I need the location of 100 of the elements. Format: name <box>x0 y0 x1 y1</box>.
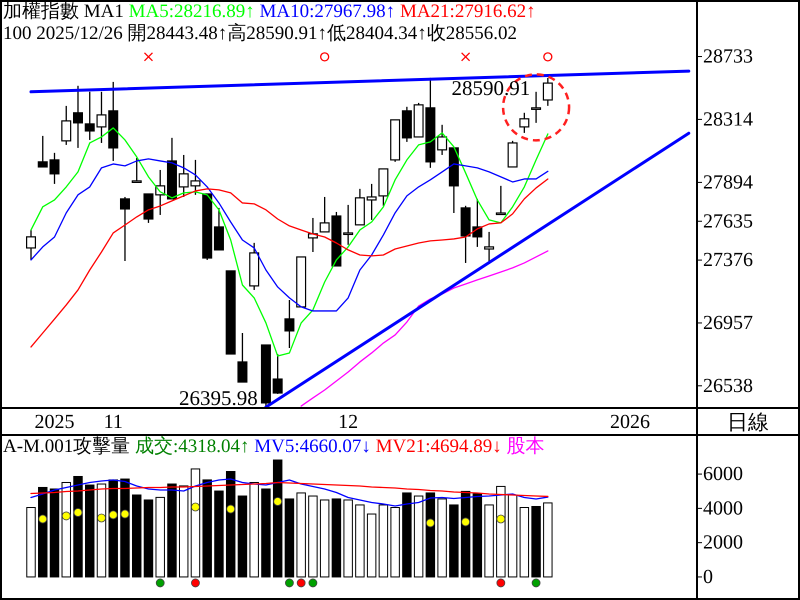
point <box>296 578 306 588</box>
chart-title: A-M.001攻擊量 <box>3 436 135 457</box>
bar <box>378 504 388 578</box>
bar <box>402 492 412 578</box>
bar <box>108 479 118 578</box>
text: 100 2025/12/26 開28443.48↑高28590.91↑低28404.34↑收28556.02 <box>3 22 518 44</box>
text: MA5:28216.89↑ <box>128 1 260 22</box>
line-series <box>300 250 548 407</box>
candlestick <box>496 185 506 216</box>
candlestick <box>320 196 330 233</box>
line-series <box>30 158 548 312</box>
text: 日線 <box>727 410 769 434</box>
bar <box>272 460 282 578</box>
bar <box>484 504 494 578</box>
point <box>426 518 435 528</box>
bar <box>390 507 400 578</box>
x-tick-label: 12 <box>338 411 358 433</box>
candlestick <box>284 299 294 349</box>
annotation: 成交:4318.04↑ <box>134 435 254 457</box>
y-tick-label: 6000 <box>703 463 743 486</box>
y-tick-label: 28314 <box>703 108 753 130</box>
line-series <box>30 478 548 507</box>
bar <box>144 499 154 578</box>
bar <box>226 471 236 578</box>
candlestick <box>132 157 142 184</box>
bar <box>496 486 506 578</box>
series-label: MV5:4660.07↓ <box>254 436 376 457</box>
line-series <box>30 482 548 498</box>
x-tick-label: 2026 <box>610 411 650 433</box>
bar <box>520 507 530 578</box>
y-tick-label: 27894 <box>703 171 753 194</box>
point <box>308 578 318 588</box>
candlestick <box>120 196 130 262</box>
point <box>273 497 282 506</box>
bar <box>132 494 142 578</box>
y-tick-label: 27635 <box>703 210 753 232</box>
candlestick <box>542 77 553 106</box>
bar <box>414 496 424 578</box>
bar <box>366 514 376 578</box>
point <box>226 504 236 514</box>
candlestick <box>26 229 36 261</box>
y-tick-label: 26538 <box>703 374 753 397</box>
point <box>74 508 82 517</box>
bar <box>120 478 130 578</box>
point <box>156 578 165 588</box>
candlestick <box>190 159 200 196</box>
bar <box>85 484 94 578</box>
bar <box>332 498 342 578</box>
chart-title: 加權指數 MA1 <box>3 1 129 22</box>
y-tick-label: 28733 <box>703 46 753 68</box>
bar <box>296 492 306 578</box>
bar <box>178 485 188 578</box>
bar <box>449 504 459 578</box>
line-series <box>30 178 548 348</box>
point <box>108 510 118 520</box>
x-tick-label: 11 <box>104 411 123 433</box>
bar <box>343 499 353 578</box>
bar <box>308 496 318 578</box>
bar <box>167 484 177 578</box>
y-tick-label: 4000 <box>703 497 743 520</box>
candlestick <box>84 91 95 141</box>
bar <box>202 479 212 578</box>
point <box>461 518 470 526</box>
bar <box>26 507 36 578</box>
candlestick <box>519 112 530 134</box>
y-tick-label: 26957 <box>703 312 753 334</box>
bar <box>355 504 365 578</box>
y-tick-label: 0 <box>703 566 713 588</box>
annotation: 28590.91 <box>452 76 530 100</box>
x-tick-label: 2025 <box>34 411 74 433</box>
y-tick-label: 27376 <box>703 249 753 272</box>
text: MA10:27967.98↑ <box>260 1 400 22</box>
point <box>191 502 200 512</box>
candlestick <box>214 207 224 251</box>
y-tick-label: 2000 <box>703 532 743 554</box>
bar <box>508 494 518 578</box>
point <box>191 578 200 588</box>
bar <box>190 468 200 578</box>
bar <box>543 502 553 578</box>
bar <box>238 496 248 578</box>
bar <box>320 499 330 578</box>
bar <box>437 498 447 578</box>
bar <box>472 493 482 578</box>
bar <box>73 476 83 578</box>
bar <box>214 490 224 578</box>
candlestick <box>237 332 248 383</box>
point <box>62 512 71 520</box>
bar <box>261 488 271 578</box>
series-label: MV21:4694.89↓ <box>376 436 507 457</box>
point <box>496 514 506 524</box>
bar <box>249 482 259 578</box>
bar <box>284 498 294 578</box>
point <box>38 514 48 524</box>
bar <box>531 506 541 578</box>
candlestick <box>531 91 542 124</box>
bar <box>155 496 165 578</box>
point <box>285 578 294 588</box>
point <box>496 578 506 588</box>
text: MA21:27916.62↑ <box>400 1 536 22</box>
point <box>120 510 130 518</box>
